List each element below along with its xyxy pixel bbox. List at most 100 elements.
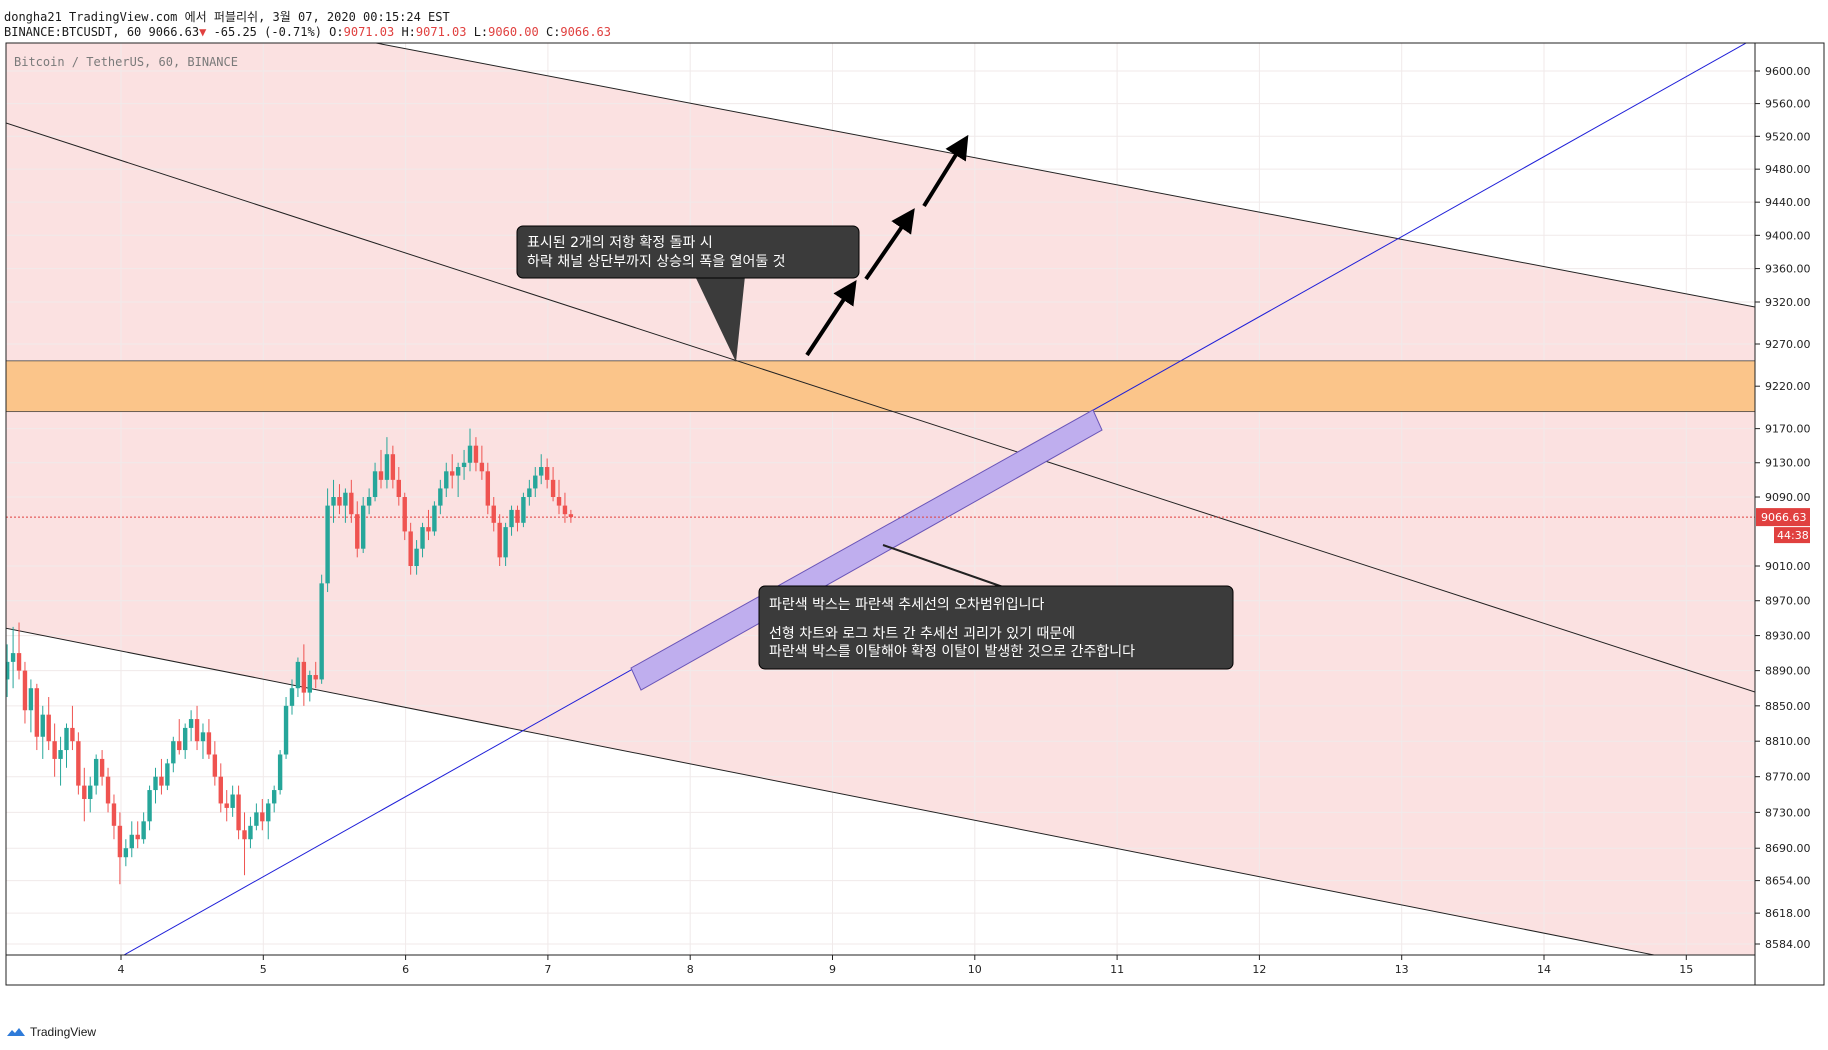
- candle-body: [360, 505, 366, 549]
- x-tick-label: 13: [1395, 963, 1409, 976]
- x-tick-label: 10: [968, 963, 982, 976]
- last-price: 9066.63: [148, 25, 200, 39]
- candle-body: [40, 714, 45, 737]
- candle-body: [76, 741, 81, 786]
- candle-body: [337, 497, 342, 506]
- low-label: L:: [473, 25, 489, 39]
- candle-body: [206, 732, 212, 755]
- candle-body: [515, 509, 520, 523]
- candle-body: [111, 803, 117, 826]
- close-value: 9066.63: [560, 25, 611, 39]
- candle-body: [384, 454, 390, 480]
- candle-body: [355, 514, 360, 549]
- y-tick-label: 8930.00: [1765, 630, 1811, 643]
- candle-body: [402, 497, 407, 532]
- callout-text: 파란색 박스는 파란색 추세선의 오차범위입니다: [769, 597, 1045, 613]
- y-tick-label: 8850.00: [1765, 700, 1811, 713]
- publish-info: dongha21 TradingView.com 에서 퍼블리쉬, 3월 07,…: [4, 10, 450, 24]
- callout-text: 하락 채널 상단부까지 상승의 폭을 열어둘 것: [527, 254, 786, 270]
- candle-body: [105, 776, 111, 804]
- candle-body: [544, 467, 550, 480]
- channel-upper-line: [373, 43, 1755, 308]
- candle-body: [539, 467, 544, 476]
- candle-body: [141, 821, 146, 840]
- x-tick-label: 6: [402, 963, 409, 976]
- candle-body: [455, 467, 461, 476]
- y-tick-label: 9360.00: [1765, 263, 1811, 276]
- x-tick-label: 5: [260, 963, 267, 976]
- candle-body: [467, 445, 473, 463]
- candle-body: [414, 548, 419, 567]
- candle-body: [260, 812, 265, 822]
- tradingview-brand[interactable]: TradingView: [6, 1025, 96, 1039]
- candle-body: [331, 497, 336, 506]
- candle-body: [420, 527, 425, 549]
- candle-body: [248, 825, 253, 840]
- candle-body: [52, 741, 57, 759]
- candle-body: [396, 479, 401, 498]
- candle-body: [378, 471, 384, 480]
- x-tick-label: 4: [118, 963, 125, 976]
- candle-body: [58, 750, 63, 759]
- chart-watermark: Bitcoin / TetherUS, 60, BINANCE: [14, 55, 238, 69]
- candle-body: [319, 583, 324, 680]
- y-tick-label: 8810.00: [1765, 735, 1811, 748]
- candle-body: [6, 661, 10, 680]
- x-tick-label: 9: [829, 963, 836, 976]
- y-tick-label: 8654.00: [1765, 875, 1811, 888]
- candle-body: [533, 475, 538, 489]
- y-tick-label: 8970.00: [1765, 595, 1811, 608]
- candle-body: [521, 497, 526, 523]
- y-tick-label: 9600.00: [1765, 65, 1811, 78]
- candle-body: [313, 675, 318, 680]
- candle-body: [485, 471, 491, 506]
- candle-body: [438, 488, 443, 506]
- candle-body: [295, 661, 301, 689]
- y-tick-label: 9480.00: [1765, 163, 1811, 176]
- candle-body: [343, 492, 348, 506]
- descending-channel: [6, 43, 1755, 955]
- candle-body: [271, 790, 277, 804]
- candle-body: [450, 471, 455, 476]
- callout-box-resistance: [516, 225, 860, 279]
- countdown-label: 44:38: [1777, 529, 1809, 542]
- current-price-label: 9066.63: [1761, 511, 1807, 524]
- callout-box-error-band: [758, 585, 1234, 670]
- candle-body: [366, 497, 372, 506]
- price-change: -65.25 (-0.71%): [213, 25, 322, 39]
- candle-body: [556, 497, 562, 506]
- y-tick-label: 9130.00: [1765, 457, 1811, 470]
- candle-body: [135, 834, 140, 840]
- candle-body: [491, 505, 496, 523]
- x-tick-label: 12: [1252, 963, 1266, 976]
- up-arrow-icon: [805, 279, 857, 357]
- open-label: O:: [329, 25, 344, 39]
- candle-body: [34, 688, 40, 737]
- trendline-error-box: [630, 409, 1103, 691]
- candle-body: [129, 834, 134, 849]
- candle-body: [503, 527, 508, 558]
- candle-body: [224, 803, 229, 808]
- candle-body: [349, 492, 354, 515]
- candle-body: [390, 454, 396, 480]
- y-tick-label: 9440.00: [1765, 196, 1811, 209]
- brand-label: TradingView: [30, 1025, 97, 1039]
- countdown-tag: [1774, 527, 1810, 544]
- y-tick-label: 9090.00: [1765, 491, 1811, 504]
- y-tick-label: 9560.00: [1765, 98, 1811, 111]
- callout-text: 파란색 박스를 이탈해야 확정 이탈이 발생한 것으로 간주합니다: [769, 644, 1135, 660]
- candle-body: [236, 794, 241, 831]
- candle-body: [93, 758, 99, 786]
- candle-body: [123, 848, 129, 858]
- candle-body: [28, 688, 34, 711]
- candle-body: [479, 462, 485, 472]
- y-tick-label: 9010.00: [1765, 560, 1811, 573]
- y-tick-label: 8584.00: [1765, 938, 1811, 951]
- candle-body: [182, 727, 188, 751]
- open-value: 9071.03: [343, 25, 395, 39]
- candle-body: [426, 527, 431, 532]
- y-tick-label: 9320.00: [1765, 296, 1811, 309]
- symbol-label: BINANCE:BTCUSDT, 60: [4, 25, 142, 39]
- candle-body: [444, 471, 449, 489]
